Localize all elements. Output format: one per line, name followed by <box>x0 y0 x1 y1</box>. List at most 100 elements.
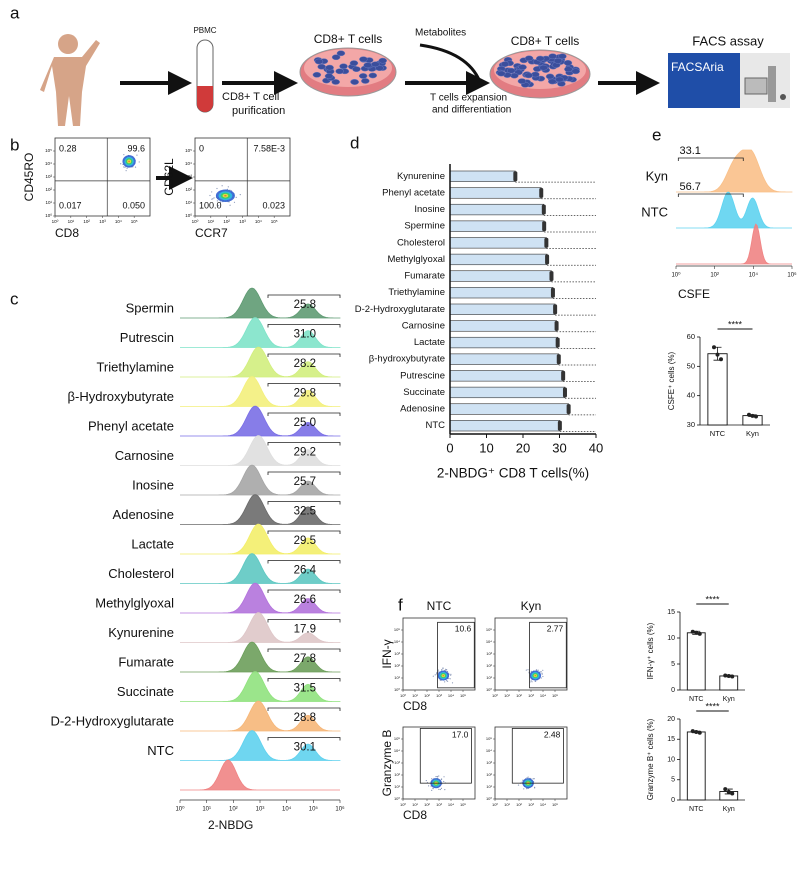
row-label: Triethylamine <box>96 359 174 374</box>
bar <box>449 220 545 232</box>
x-axis-label: CCR7 <box>195 226 228 240</box>
cell <box>545 73 555 80</box>
event-dot <box>438 775 440 777</box>
gate-percent: 26.6 <box>294 594 316 606</box>
gate <box>267 412 341 416</box>
row-label: NTC <box>641 204 668 219</box>
point <box>750 413 755 418</box>
bar <box>449 386 566 399</box>
y-tick-label: 10⁴ <box>45 161 52 166</box>
gate <box>267 707 341 711</box>
gate <box>267 501 341 505</box>
cell <box>371 61 380 68</box>
x-axis-label: CD8 <box>55 226 79 240</box>
x-tick-label: 10⁰ <box>192 219 199 224</box>
gate <box>437 621 475 689</box>
x-tick-label: 10¹ <box>504 802 510 807</box>
gate <box>267 737 341 741</box>
gate <box>267 442 341 446</box>
y-tick-label: 10⁰ <box>486 687 492 692</box>
event-dot <box>530 680 532 682</box>
row-label: Succinate <box>117 684 174 699</box>
event-dot <box>539 671 541 673</box>
workflow: PBMC CD8+ T cell purification CD8+ T cel… <box>40 26 790 126</box>
gate <box>267 560 341 564</box>
gate-percent: 10.6 <box>455 624 472 634</box>
bar <box>449 237 547 249</box>
y-tick-label: 10² <box>486 663 492 668</box>
y-tick-label: 10⁰ <box>394 687 400 692</box>
event-dot <box>542 675 544 678</box>
y-tick-label: 10¹ <box>486 675 492 680</box>
dish-label: CD8+ T cells <box>314 32 383 46</box>
gate-percent: 25.0 <box>294 417 316 429</box>
y-tick-label: Cholesterol <box>397 237 445 248</box>
bar <box>449 270 552 282</box>
x-tick-label: 10¹ <box>202 807 211 813</box>
gate <box>677 157 744 161</box>
bar <box>449 187 542 199</box>
event-dot <box>434 674 436 676</box>
y-tick-label: 10³ <box>185 174 192 179</box>
x-tick-label: 10 <box>479 440 493 455</box>
cell <box>548 53 557 60</box>
event-dot <box>431 778 433 780</box>
y-tick-label: 10⁴ <box>486 748 492 753</box>
bar <box>449 287 554 299</box>
cell <box>314 58 324 65</box>
cell <box>359 56 368 63</box>
x-axis-label: CD8 <box>403 808 427 822</box>
bar <box>449 336 558 349</box>
quadrant-percent: 0 <box>199 143 204 153</box>
point <box>694 630 699 635</box>
histogram <box>180 494 341 525</box>
bar <box>449 420 561 432</box>
y-axis-label: IFN-γ⁺ cells (%) <box>646 622 655 679</box>
quadrant-percent: 0.050 <box>122 200 145 210</box>
histogram <box>180 346 341 378</box>
gate <box>267 294 341 298</box>
bar-end <box>566 404 571 415</box>
histogram <box>180 759 340 791</box>
y-tick-label: 10² <box>45 187 52 192</box>
cell <box>324 73 334 79</box>
y-tick-label: 60 <box>687 332 695 341</box>
x-tick-label: 10² <box>424 693 430 698</box>
x-tick-label: 10⁵ <box>309 806 319 813</box>
event-dot <box>531 681 533 683</box>
y-tick-label: 10⁵ <box>185 148 192 153</box>
event-dot <box>124 166 126 168</box>
gate <box>267 324 341 328</box>
event-dot <box>227 186 229 188</box>
x-tick-label: 10³ <box>239 219 246 224</box>
bar <box>449 403 569 415</box>
event-dot <box>449 678 451 680</box>
cell <box>335 68 344 75</box>
y-tick-label: 5 <box>671 777 675 784</box>
histogram <box>180 641 341 673</box>
event-dot <box>209 194 211 197</box>
gate-percent: 26.4 <box>294 565 317 577</box>
event-dot <box>125 170 127 172</box>
cell <box>363 62 372 69</box>
bar <box>449 353 560 365</box>
event-dot <box>522 779 524 781</box>
metabolite-label: Metabolites <box>415 28 466 39</box>
gate-percent: 27.8 <box>294 653 316 665</box>
gate-percent: 33.1 <box>679 145 700 157</box>
cell <box>497 70 506 77</box>
panel-label: d <box>350 133 359 152</box>
x-tick-label: 10⁰ <box>671 272 681 279</box>
y-tick-label: 10⁰ <box>486 796 492 801</box>
step-label: and differentiation <box>432 105 511 116</box>
event-dot <box>540 671 542 673</box>
machine-part <box>780 94 786 100</box>
significance: **** <box>705 701 720 711</box>
y-axis-label: CD45RO <box>22 153 36 202</box>
event-dot <box>221 185 223 187</box>
y-axis-label: CSFE⁺ cells (%) <box>667 351 676 410</box>
histogram <box>676 149 793 193</box>
y-tick-label: Lactate <box>414 337 445 348</box>
significance: **** <box>705 594 720 604</box>
y-tick-label: 10⁵ <box>394 627 400 632</box>
